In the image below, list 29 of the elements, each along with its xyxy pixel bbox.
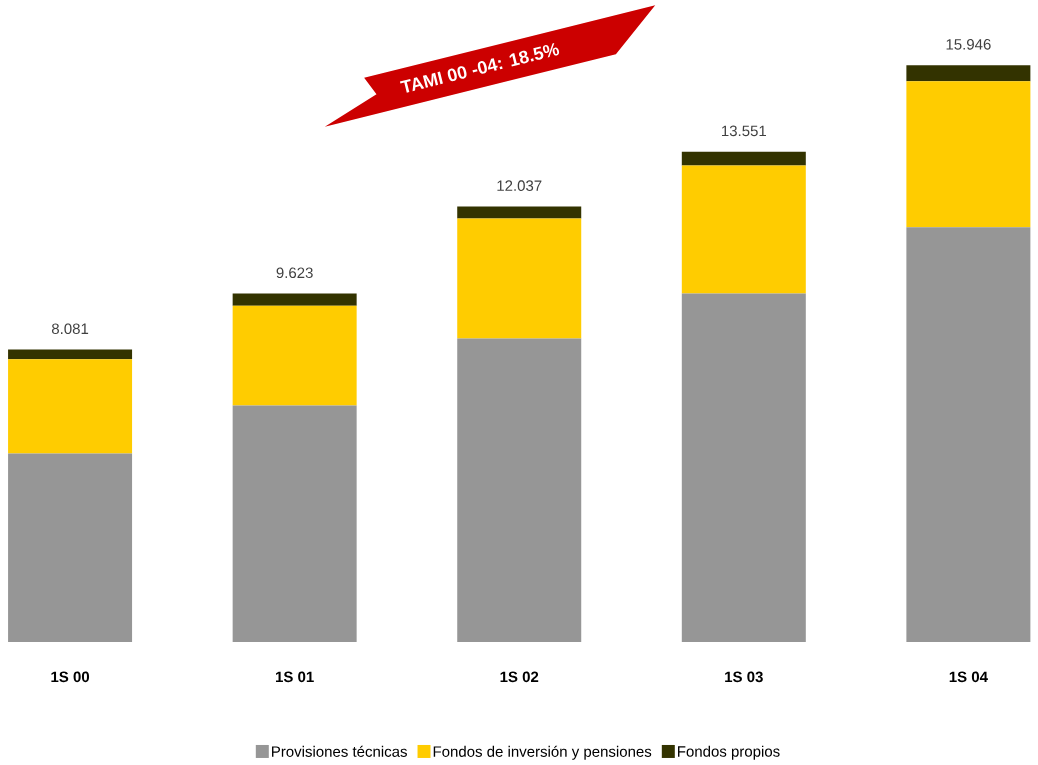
annotation: 12.037 — [497, 180, 542, 191]
annotation: TAMI 00 -04: 18.5% — [399, 43, 560, 93]
bar — [906, 81, 1031, 228]
x-tick-label: 1S 04 — [949, 671, 988, 683]
legend-label: Fondos de inversión y pensiones — [433, 745, 652, 760]
bar — [681, 151, 806, 166]
bar — [8, 453, 133, 642]
x-tick-label: 1S 02 — [500, 671, 539, 683]
bar — [232, 305, 357, 406]
bar — [457, 218, 582, 339]
annotation: 8.081 — [51, 323, 89, 335]
bar — [681, 293, 806, 642]
annotation: 13.551 — [722, 125, 766, 137]
legend-label: Fondos propios — [678, 745, 780, 760]
bar — [906, 65, 1031, 82]
bar — [232, 293, 357, 306]
bar — [8, 359, 133, 454]
annotation: 15.946 — [946, 39, 991, 50]
legend-label: Provisiones técnicas — [272, 745, 407, 757]
bar — [457, 206, 582, 219]
bar — [681, 165, 806, 294]
bar — [457, 338, 582, 642]
bar — [906, 227, 1031, 642]
bar — [232, 405, 357, 642]
annotation: 9.623 — [276, 267, 313, 279]
x-tick-label: 1S 00 — [51, 671, 90, 683]
bar — [8, 349, 133, 360]
x-tick-label: 1S 03 — [725, 671, 763, 683]
x-tick-label: 1S 01 — [275, 671, 314, 683]
